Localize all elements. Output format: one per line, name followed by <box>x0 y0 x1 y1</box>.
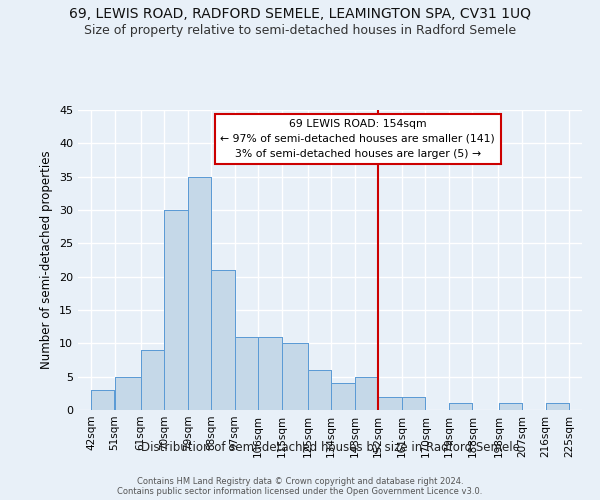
Bar <box>308 370 331 410</box>
Bar <box>188 176 211 410</box>
Bar <box>211 270 235 410</box>
Bar <box>115 376 140 410</box>
Bar <box>164 210 188 410</box>
Bar <box>259 336 281 410</box>
Text: 69, LEWIS ROAD, RADFORD SEMELE, LEAMINGTON SPA, CV31 1UQ: 69, LEWIS ROAD, RADFORD SEMELE, LEAMINGT… <box>69 8 531 22</box>
Bar <box>402 396 425 410</box>
Bar <box>545 404 569 410</box>
Bar <box>379 396 401 410</box>
Bar <box>91 390 115 410</box>
Bar <box>164 210 188 410</box>
Bar <box>402 396 425 410</box>
Bar <box>355 376 378 410</box>
Text: Size of property relative to semi-detached houses in Radford Semele: Size of property relative to semi-detach… <box>84 24 516 37</box>
Bar <box>211 270 235 410</box>
Bar <box>449 404 472 410</box>
Bar <box>235 336 258 410</box>
Bar <box>499 404 522 410</box>
Bar <box>499 404 522 410</box>
Text: 69 LEWIS ROAD: 154sqm
← 97% of semi-detached houses are smaller (141)
3% of semi: 69 LEWIS ROAD: 154sqm ← 97% of semi-deta… <box>220 119 495 158</box>
Bar <box>282 344 308 410</box>
Bar <box>379 396 401 410</box>
Bar <box>308 370 331 410</box>
Y-axis label: Number of semi-detached properties: Number of semi-detached properties <box>40 150 53 370</box>
Bar <box>141 350 164 410</box>
Bar <box>188 176 211 410</box>
Bar <box>259 336 281 410</box>
Bar <box>91 390 115 410</box>
Bar <box>449 404 472 410</box>
Bar <box>331 384 355 410</box>
Bar <box>235 336 258 410</box>
Bar <box>331 384 355 410</box>
Text: Distribution of semi-detached houses by size in Radford Semele: Distribution of semi-detached houses by … <box>140 441 520 454</box>
Bar <box>282 344 308 410</box>
Bar <box>141 350 164 410</box>
Bar <box>545 404 569 410</box>
Text: Contains HM Land Registry data © Crown copyright and database right 2024.: Contains HM Land Registry data © Crown c… <box>137 476 463 486</box>
Text: Contains public sector information licensed under the Open Government Licence v3: Contains public sector information licen… <box>118 486 482 496</box>
Bar <box>355 376 378 410</box>
Bar <box>115 376 140 410</box>
